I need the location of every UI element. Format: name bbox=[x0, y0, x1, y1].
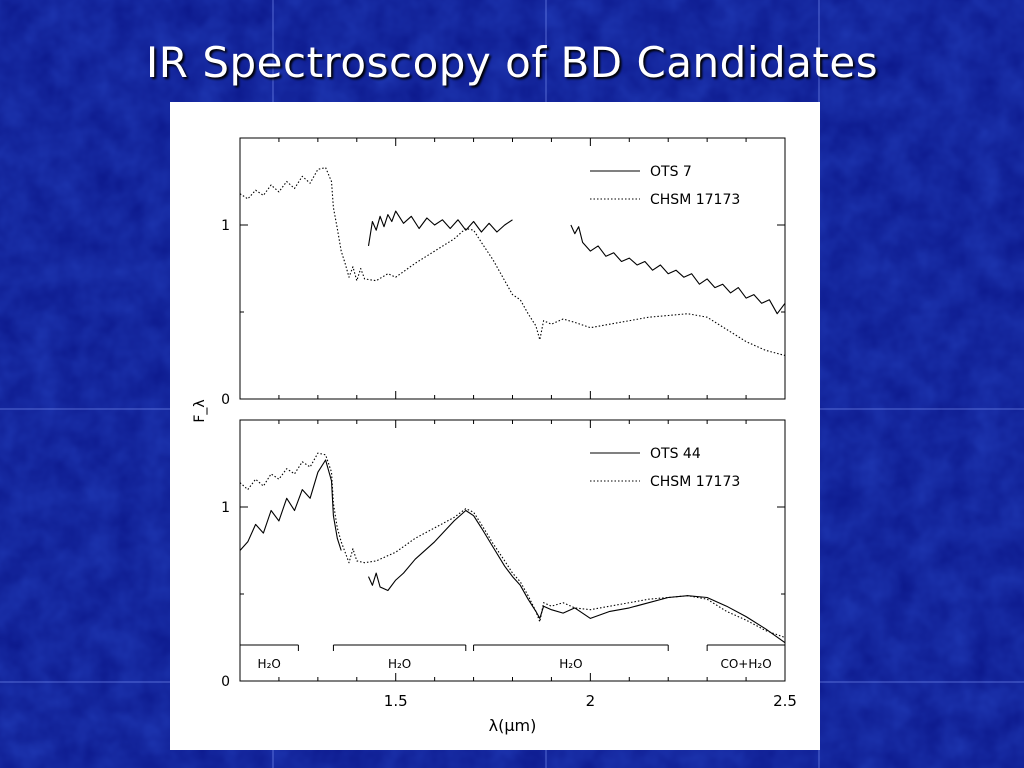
band-label: H₂O bbox=[388, 657, 411, 671]
series-line-solid bbox=[367, 509, 786, 644]
series-line-solid bbox=[570, 224, 786, 315]
x-tick-label: 2.5 bbox=[773, 692, 797, 710]
x-axis-label: λ(μm) bbox=[489, 716, 537, 735]
plot-frame bbox=[239, 137, 786, 400]
panel-top: 0 1 OTS 7 CHSM 17173 F_λ bbox=[192, 137, 786, 423]
band-label: CO+H₂O bbox=[720, 657, 771, 671]
x-tick-label: 1.5 bbox=[384, 692, 408, 710]
x-tick-label: 2 bbox=[586, 692, 596, 710]
band-annotation: H₂O bbox=[239, 644, 299, 671]
series-line-solid bbox=[239, 459, 342, 551]
legend-label: OTS 44 bbox=[650, 446, 701, 462]
legend-label: CHSM 17173 bbox=[650, 192, 740, 208]
legend-label: CHSM 17173 bbox=[650, 474, 740, 490]
band-label: H₂O bbox=[258, 657, 281, 671]
band-annotation: H₂O bbox=[473, 644, 669, 671]
y-tick-label: 1 bbox=[221, 218, 230, 234]
series-line-dotted bbox=[239, 452, 786, 639]
panel-bottom: 0 1 1.5 2 2.5 OTS 44 CHSM 17173 H₂O H₂O H₂O CO+H₂O… bbox=[221, 419, 797, 735]
y-axis-label: F_λ bbox=[192, 399, 208, 422]
series-line-dotted bbox=[239, 167, 786, 357]
spectra-chart: 0 1 OTS 7 CHSM 17173 F_λ 0 1 1.5 2 2.5 OTS 44 CHSM … bbox=[192, 137, 797, 735]
y-tick-label: 0 bbox=[221, 674, 230, 690]
y-tick-label: 0 bbox=[221, 392, 230, 408]
y-tick-label: 1 bbox=[221, 500, 230, 516]
legend-label: OTS 7 bbox=[650, 164, 692, 180]
band-annotation: CO+H₂O bbox=[706, 644, 786, 671]
plot-frame bbox=[239, 419, 786, 682]
series-line-solid bbox=[367, 210, 513, 246]
slide-title: IR Spectroscopy of BD Candidates bbox=[145, 38, 879, 87]
figure-panel: 0 1 OTS 7 CHSM 17173 F_λ 0 1 1.5 2 2.5 OTS 44 CHSM … bbox=[170, 102, 820, 750]
band-label: H₂O bbox=[559, 657, 582, 671]
band-annotation: H₂O bbox=[332, 644, 467, 671]
